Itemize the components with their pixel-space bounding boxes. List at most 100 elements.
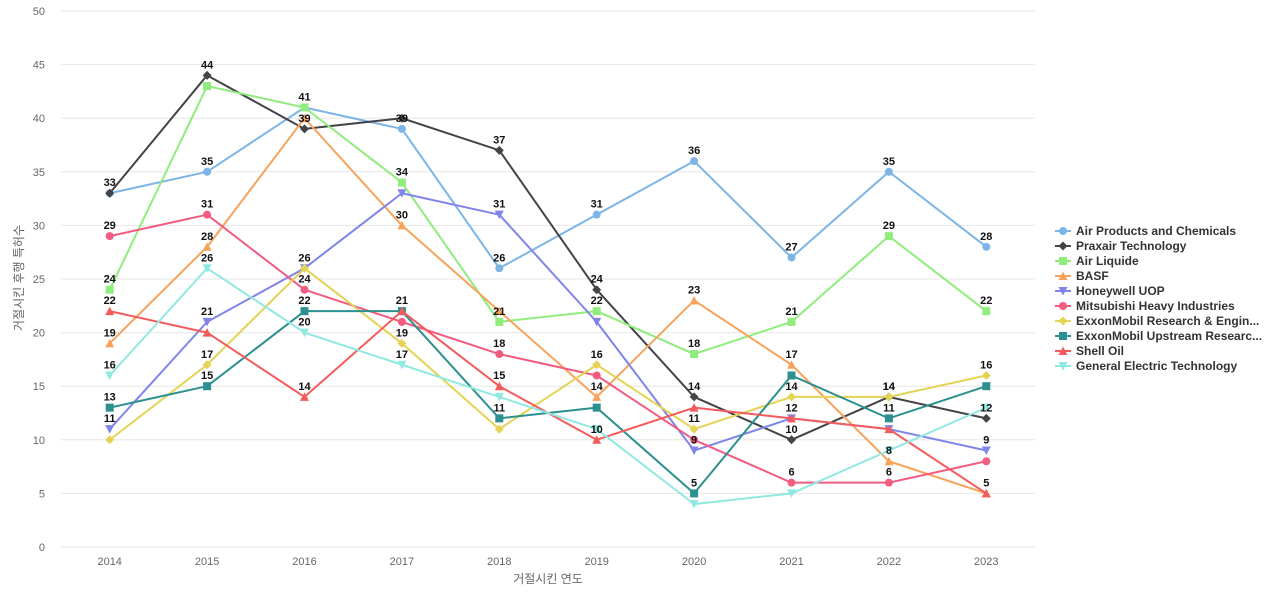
data-label: 26 [493,252,505,264]
x-axis-title: 거절시킨 연도 [513,572,583,586]
data-point [690,350,699,359]
data-point [592,285,602,295]
series-lines [105,70,991,509]
data-point [884,424,894,434]
data-label: 34 [396,167,409,179]
x-tick-label: 2019 [584,556,608,568]
legend-label: ExxonMobil Upstream Researc... [1076,329,1262,343]
data-label: 11 [688,413,700,425]
data-label: 14 [591,381,604,393]
data-point [397,189,407,198]
data-label: 14 [883,381,896,393]
data-point [884,414,893,423]
data-point [982,382,991,391]
legend-item[interactable]: Honeywell UOP [1055,284,1165,298]
data-point [105,188,115,198]
data-point [787,392,796,402]
data-label: 6 [788,467,794,479]
data-point [202,264,212,273]
legend-item[interactable]: ExxonMobil Research & Engin... [1055,314,1259,328]
data-point [494,145,504,155]
data-point [105,403,114,412]
data-label: 41 [298,91,310,103]
data-point [690,489,699,498]
legend-item[interactable]: General Electric Technology [1055,359,1237,373]
legend-label: Air Products and Chemicals [1076,224,1236,238]
data-point [203,167,212,176]
data-label: 20 [298,317,310,329]
data-label: 17 [396,349,408,361]
legend-marker [1058,271,1068,280]
data-point [105,285,114,294]
data-label: 31 [493,199,505,211]
legend-item[interactable]: Mitsubishi Heavy Industries [1055,299,1235,313]
data-label: 22 [591,295,603,307]
data-label: 26 [298,252,310,264]
data-label: 14 [688,381,701,393]
data-label: 11 [104,413,116,425]
legend-item[interactable]: Shell Oil [1055,344,1124,358]
data-label: 29 [104,220,116,232]
series-line [108,85,987,356]
data-point [203,210,212,219]
data-point [592,210,601,219]
series-1 [105,103,991,273]
legend-label: Mitsubishi Heavy Industries [1076,299,1235,313]
series-2 [105,70,991,445]
data-point [105,425,115,434]
data-label: 22 [104,295,116,307]
data-point [690,157,699,166]
data-label: 22 [298,295,310,307]
legend-item[interactable]: Air Liquide [1055,254,1139,268]
data-point [105,232,114,241]
data-point [981,488,991,498]
legend-item[interactable]: Air Products and Chemicals [1055,224,1236,238]
data-point [397,306,407,316]
data-point [397,317,406,326]
data-label: 35 [201,156,213,168]
data-point [494,424,504,434]
data-label: 17 [785,349,797,361]
data-label: 37 [493,134,505,146]
data-point [105,435,115,445]
legend-item[interactable]: BASF [1055,269,1109,283]
data-point [884,478,893,487]
data-labels: 33 35 41 39 26 31 36 27 35 28 44 39 37 24 14 10 14 12 24 34… [104,59,993,489]
y-axis-tick-labels: 0 5 10 15 20 25 30 35 40 45 50 [33,6,45,554]
data-label: 14 [298,381,311,393]
data-label: 15 [201,370,213,382]
data-point [592,371,601,380]
legend-label: Air Liquide [1076,254,1139,268]
series-5 [105,189,991,456]
data-point [981,413,991,423]
data-label: 21 [396,295,408,307]
data-point [884,456,894,466]
data-label: 24 [104,274,117,286]
data-label: 30 [396,209,408,221]
legend-marker [1059,257,1067,265]
y-tick-label: 0 [39,542,45,554]
data-point [690,435,699,444]
series-line [108,74,987,441]
data-point [787,413,796,423]
data-point [592,307,601,316]
y-tick-label: 5 [39,488,45,500]
data-label: 13 [104,392,116,404]
data-label: 19 [104,327,116,339]
data-point [494,381,504,391]
data-label: 5 [691,477,697,489]
y-tick-label: 40 [33,113,45,125]
legend-item[interactable]: ExxonMobil Upstream Researc... [1055,329,1262,343]
data-point [981,446,991,456]
legend-item[interactable]: Praxair Technology [1055,239,1187,253]
x-tick-label: 2018 [487,556,511,568]
data-label: 9 [691,435,697,447]
data-label: 22 [980,295,992,307]
data-point [202,242,212,251]
y-axis-title: 거절시킨 후행 특허수 [11,225,26,331]
legend-label: General Electric Technology [1076,359,1237,373]
legend-marker [1058,346,1068,355]
legend-label: Praxair Technology [1076,239,1187,253]
data-point [495,414,504,423]
